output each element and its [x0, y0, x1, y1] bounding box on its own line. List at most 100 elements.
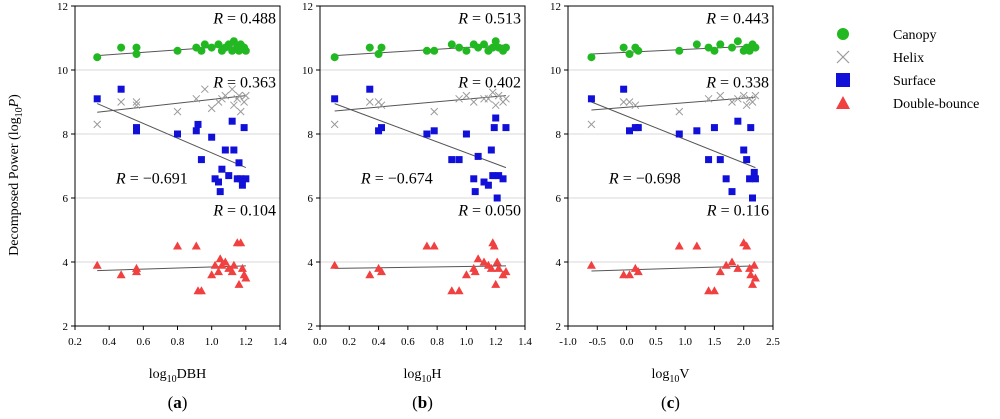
y-tick-label: 2: [556, 321, 562, 333]
surface-point: [693, 127, 701, 135]
double-bounce-point: [709, 286, 719, 295]
series-surface: R = −0.698: [587, 85, 759, 202]
canopy-point: [704, 43, 713, 52]
surface-point: [216, 188, 224, 196]
double-bounce-point: [214, 267, 223, 276]
surface-point: [208, 133, 216, 141]
surface-point: [743, 156, 751, 164]
canopy-point: [422, 46, 431, 55]
surface-point: [490, 124, 498, 132]
canopy-point: [229, 37, 238, 46]
helix-point: [228, 85, 237, 94]
canopy-point: [214, 40, 223, 49]
helix-point: [631, 101, 640, 110]
surface-point: [225, 172, 233, 180]
helix-point: [240, 98, 248, 106]
x-tick-label: 0.5: [649, 336, 663, 348]
double-bounce-point: [377, 267, 386, 276]
helix-point: [469, 98, 478, 106]
double-bounce-point: [454, 286, 464, 295]
canopy-point: [710, 46, 719, 55]
canopy-point: [241, 46, 250, 55]
y-tick-label: 6: [63, 193, 69, 205]
double-bounce-point: [132, 267, 141, 276]
x-tick-label: -1.0: [559, 336, 577, 348]
y-tick-label: 12: [57, 1, 68, 13]
canopy-point: [447, 40, 456, 49]
double-bounce-fit-line: [334, 265, 506, 269]
double-bounce-point: [447, 286, 457, 295]
canopy-point: [501, 43, 510, 52]
double-bounce-point: [486, 263, 496, 272]
surface-point: [470, 175, 478, 183]
surface-point: [462, 130, 470, 138]
series-canopy: R = 0.443: [587, 11, 769, 62]
double-bounce-point: [330, 260, 340, 269]
surface-point: [495, 172, 503, 180]
helix-point: [494, 91, 503, 100]
surface-r-label: R = −0.674: [360, 171, 433, 188]
surface-point: [455, 156, 463, 164]
x-tick-label: 1.0: [460, 336, 474, 348]
double-bounce-point: [494, 263, 504, 272]
surface-point: [230, 146, 238, 154]
helix-point: [200, 85, 209, 94]
helix-point: [734, 94, 742, 103]
series-canopy: R = 0.513: [330, 11, 521, 62]
series-double-bounce: R = 0.104: [92, 203, 276, 295]
double-bounce-point: [742, 241, 752, 250]
canopy-point: [93, 53, 102, 62]
canopy-r-label: R = 0.488: [212, 11, 276, 28]
double-bounce-point: [237, 263, 247, 272]
y-tick-label: 8: [556, 129, 562, 141]
surface-point: [218, 165, 226, 173]
y-tick-label: 4: [63, 257, 69, 269]
double-bounce-point: [229, 260, 239, 269]
surface-point: [194, 120, 202, 128]
double-bounce-point: [365, 270, 375, 279]
double-bounce-point: [715, 267, 725, 276]
surface-point: [221, 146, 229, 154]
surface-point: [502, 124, 510, 132]
surface-point: [93, 95, 101, 103]
x-tick-label: 0.2: [68, 336, 82, 348]
series-double-bounce: R = 0.050: [330, 203, 521, 295]
x-axis-label: log10H: [403, 367, 441, 385]
canopy-point: [132, 50, 141, 58]
double-bounce-point: [692, 241, 702, 250]
legend-item-canopy: Canopy: [837, 28, 937, 43]
y-axis-label: Decomposed Power (log10P): [7, 94, 25, 256]
canopy-point: [207, 43, 216, 52]
surface-point: [480, 178, 488, 186]
y-tick-label: 6: [556, 193, 562, 205]
legend-canopy-label: Canopy: [893, 28, 937, 43]
double-bounce-point: [501, 267, 511, 276]
surface-point: [620, 85, 628, 93]
helix-r-label: R = 0.338: [705, 75, 769, 92]
canopy-point: [716, 40, 725, 49]
double-bounce-point: [748, 279, 757, 288]
canopy-point: [619, 43, 628, 52]
panel-a: 2 4 6 8 10 12 0.2 0.4 0.6 0.8 1.0 1.2 1.4 log10DBH (a)…: [57, 1, 287, 412]
canopy-point: [634, 46, 643, 55]
series-double-bounce: R = 0.116: [586, 203, 769, 295]
surface-point: [747, 124, 755, 132]
surface-point: [734, 117, 742, 125]
x-tick-label: 0.0: [313, 336, 327, 348]
helix-point: [173, 107, 182, 116]
canopy-r-label: R = 0.443: [705, 11, 769, 28]
double-bounce-point: [210, 260, 220, 269]
double-bounce-point: [215, 254, 225, 263]
canopy-point: [117, 43, 126, 52]
surface-point: [716, 156, 724, 164]
surface-point: [626, 127, 633, 135]
helix-point: [484, 94, 493, 103]
helix-point: [704, 94, 713, 103]
canopy-point: [330, 53, 339, 62]
double-bounce-point: [633, 267, 643, 276]
helix-point: [675, 107, 684, 116]
surface-point: [750, 168, 758, 176]
y-tick-label: 6: [308, 193, 314, 205]
canopy-point: [491, 37, 500, 46]
surface-fit-line: [97, 103, 247, 169]
